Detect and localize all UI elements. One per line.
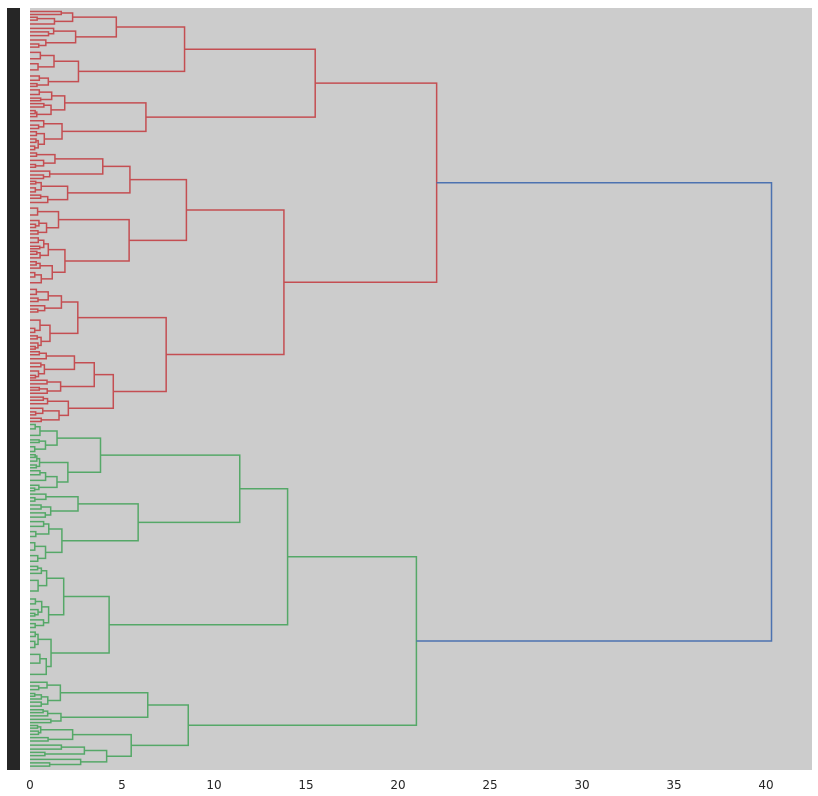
dendrogram-link-136 xyxy=(45,528,63,554)
dendrogram-link-83 xyxy=(49,301,79,335)
x-tick-label-35: 35 xyxy=(666,778,681,792)
dendrogram-link-133 xyxy=(30,542,36,551)
dendrogram-link-70 xyxy=(30,288,38,296)
dendrogram-link-114 xyxy=(30,455,38,462)
dendrogram-link-39 xyxy=(36,153,56,164)
dendrogram-link-113 xyxy=(30,453,36,459)
x-tick-label-5: 5 xyxy=(118,778,126,792)
dendrogram-link-78 xyxy=(30,335,38,340)
dendrogram-link-10 xyxy=(30,51,42,60)
dendrogram-link-128 xyxy=(41,506,52,516)
dendrogram-link-63 xyxy=(30,262,41,269)
dendrogram-link-159 xyxy=(30,685,40,691)
dendrogram-link-76 xyxy=(30,327,36,334)
dendrogram-link-173 xyxy=(37,726,42,734)
dendrogram-link-176 xyxy=(30,744,63,750)
dendrogram-link-140 xyxy=(30,567,43,575)
dendrogram-link-123 xyxy=(57,437,102,473)
dendrogram-link-120 xyxy=(30,484,40,491)
x-tick-label-25: 25 xyxy=(482,778,497,792)
dendrogram-link-135 xyxy=(34,545,47,560)
dendrogram-link-89 xyxy=(38,364,46,375)
dendrogram-link-33 xyxy=(43,123,63,140)
dendrogram-link-46 xyxy=(30,194,42,200)
dendrogram-link-41 xyxy=(30,170,51,178)
dendrogram-link-110 xyxy=(30,445,36,453)
dendrogram-link-43 xyxy=(30,180,37,185)
x-tick-label-40: 40 xyxy=(758,778,773,792)
x-tick-label-0: 0 xyxy=(26,778,34,792)
dendrogram-link-90 xyxy=(44,355,76,371)
x-tick-label-30: 30 xyxy=(574,778,589,792)
dendrogram-link-72 xyxy=(36,291,49,301)
dendrogram-link-4 xyxy=(30,31,50,37)
dendrogram-link-23 xyxy=(30,111,38,118)
dendrogram-link-40 xyxy=(30,174,45,180)
dendrogram-link-177 xyxy=(30,751,46,757)
dendrogram-link-153 xyxy=(34,633,39,646)
x-tick-label-20: 20 xyxy=(390,778,405,792)
dendrogram-link-164 xyxy=(41,696,49,705)
dendrogram-link-49 xyxy=(67,165,131,194)
dendrogram-link-102 xyxy=(47,400,70,417)
plot-background xyxy=(30,8,812,770)
dendrogram-link-14 xyxy=(30,82,38,88)
x-tick-label-10: 10 xyxy=(206,778,221,792)
dendrogram-link-24 xyxy=(36,104,52,116)
dendrogram-link-61 xyxy=(40,243,50,257)
dendrogram-link-22 xyxy=(30,109,36,115)
dendrogram-link-116 xyxy=(36,457,41,468)
dendrogram-link-54 xyxy=(37,222,48,234)
dendrogram-link-18 xyxy=(30,89,41,96)
dendrogram-link-66 xyxy=(40,265,53,280)
dendrogram-link-127 xyxy=(30,512,47,518)
dendrogram-link-62 xyxy=(30,261,37,266)
dendrogram-link-64 xyxy=(30,271,36,278)
dendrogram-link-0 xyxy=(30,10,63,16)
dendrogram-link-152 xyxy=(30,640,36,649)
dendrogram-link-139 xyxy=(30,565,39,571)
dendrogram-link-86 xyxy=(30,362,42,368)
dendrogram-link-148 xyxy=(30,619,45,627)
dendrogram-link-97 xyxy=(30,397,49,405)
dendrogram-link-25 xyxy=(51,95,66,111)
dendrogram-link-143 xyxy=(30,598,37,605)
dendrogram-link-134 xyxy=(30,554,39,562)
dendrogram-link-131 xyxy=(30,530,37,538)
dendrogram-link-80 xyxy=(30,342,39,349)
dendrogram-link-65 xyxy=(30,274,43,284)
x-tick-label-15: 15 xyxy=(298,778,313,792)
dendrogram-link-19 xyxy=(30,97,42,102)
dendrogram-link-107 xyxy=(30,423,36,430)
dendrogram-link-55 xyxy=(37,210,60,229)
dendrogram-link-166 xyxy=(30,708,44,714)
x-axis-ticks: 0 5 10 15 20 25 30 35 40 xyxy=(26,778,773,792)
dendrogram-link-85 xyxy=(30,352,47,360)
dendrogram-link-121 xyxy=(38,475,58,489)
dendrogram-link-115 xyxy=(30,464,38,469)
dendrogram-link-132 xyxy=(35,523,50,535)
dendrogram-links xyxy=(30,10,773,767)
dendrogram-link-149 xyxy=(41,606,50,624)
dendrogram-link-20 xyxy=(39,91,53,101)
dendrogram-link-185 xyxy=(416,181,773,642)
leaf-labels-strip xyxy=(7,8,20,770)
dendrogram-link-172 xyxy=(30,730,40,736)
dendrogram-link-36 xyxy=(30,152,38,158)
dendrogram-link-71 xyxy=(30,297,39,303)
dendrogram-link-68 xyxy=(58,218,130,262)
dendrogram-link-52 xyxy=(30,219,40,227)
dendrogram-link-27 xyxy=(30,119,45,128)
